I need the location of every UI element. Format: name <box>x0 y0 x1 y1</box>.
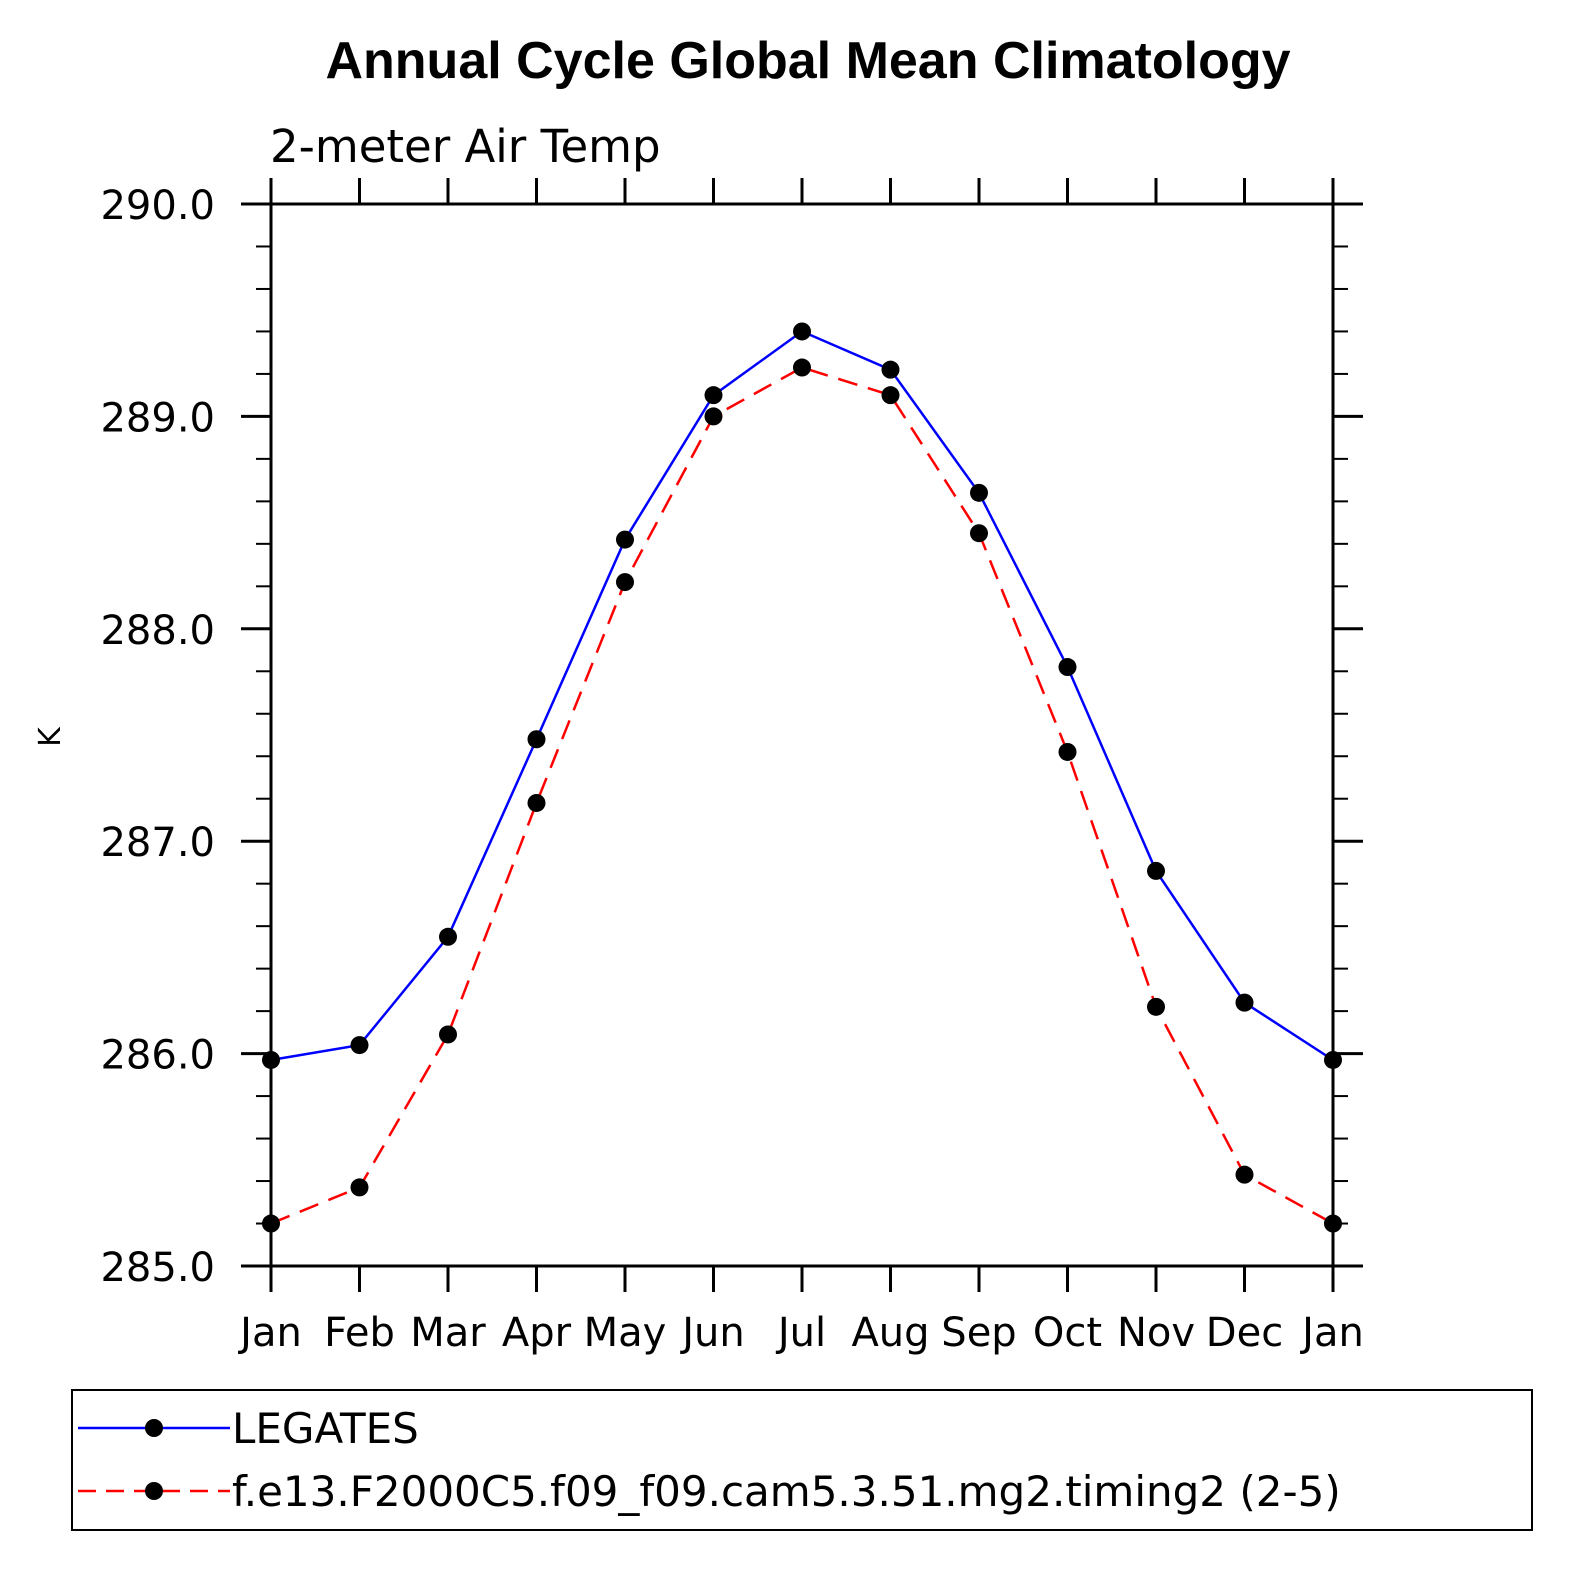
legend-marker-model <box>145 1482 163 1500</box>
x-tick-label: Jan <box>237 1310 302 1356</box>
x-tick-label: Jun <box>679 1310 745 1356</box>
x-tick-label: Mar <box>410 1310 486 1356</box>
series-line-1 <box>270 366 1334 1225</box>
y-tick-label: 286.0 <box>100 1033 215 1079</box>
series-line-0 <box>270 329 1334 1062</box>
data-point-series-0 <box>1058 658 1077 677</box>
data-point-series-1 <box>881 386 900 405</box>
x-tick-label: Aug <box>851 1310 929 1356</box>
data-point-series-0 <box>970 483 988 502</box>
data-point-series-1 <box>527 793 546 812</box>
y-tick-label: 285.0 <box>100 1245 215 1291</box>
legend-label-legates: LEGATES <box>232 1404 419 1453</box>
series-layer <box>262 322 1342 1233</box>
data-point-series-1 <box>350 1178 369 1197</box>
plot-frame <box>269 202 1335 1268</box>
data-point-series-1 <box>616 573 634 592</box>
axis-ticks <box>241 178 1363 1292</box>
y-tick-label: 290.0 <box>100 183 215 229</box>
x-tick-label: Jul <box>775 1310 826 1356</box>
data-point-series-1 <box>970 524 988 543</box>
x-tick-labels: Jan Feb Mar Apr May Jun Jul Aug Sep Oct Nov Dec Jan <box>237 1310 1364 1356</box>
x-tick-label: Dec <box>1206 1310 1283 1356</box>
y-axis-label: K <box>33 726 68 747</box>
y-tick-label: 289.0 <box>100 395 215 441</box>
data-point-series-1 <box>704 407 723 426</box>
legend-marker-legates <box>145 1419 163 1437</box>
data-point-series-0 <box>881 360 900 379</box>
data-point-series-0 <box>350 1036 369 1055</box>
data-point-series-1 <box>1058 742 1077 761</box>
data-point-series-0 <box>1147 861 1165 880</box>
x-tick-label: Nov <box>1117 1310 1195 1356</box>
x-tick-label: Apr <box>502 1310 572 1356</box>
legend: LEGATES f.e13.F2000C5.f09_f09.cam5.3.51.… <box>71 1389 1533 1531</box>
legend-box <box>71 1389 1533 1531</box>
data-point-series-0 <box>616 530 634 549</box>
data-point-series-0 <box>704 386 723 405</box>
data-point-series-1 <box>1235 1165 1254 1184</box>
y-tick-labels: 285.0 286.0 287.0 288.0 289.0 290.0 <box>100 183 215 1291</box>
data-point-series-1 <box>1147 997 1165 1016</box>
chart-title: Annual Cycle Global Mean Climatology <box>325 32 1290 90</box>
data-point-series-0 <box>793 322 811 341</box>
x-tick-label: Oct <box>1033 1310 1102 1356</box>
data-point-series-1 <box>439 1025 457 1044</box>
x-tick-label: May <box>584 1310 667 1356</box>
y-tick-label: 287.0 <box>100 820 215 866</box>
data-point-series-0 <box>439 927 457 946</box>
legend-label-model: f.e13.F2000C5.f09_f09.cam5.3.51.mg2.timi… <box>232 1467 1341 1516</box>
data-point-series-0 <box>1235 993 1254 1012</box>
x-tick-label: Sep <box>941 1310 1016 1356</box>
x-tick-label: Jan <box>1299 1310 1364 1356</box>
data-point-series-0 <box>527 730 546 749</box>
chart-subtitle: 2-meter Air Temp <box>270 120 661 173</box>
y-tick-label: 288.0 <box>100 608 215 654</box>
x-tick-label: Feb <box>324 1310 395 1356</box>
data-point-series-1 <box>793 358 811 377</box>
